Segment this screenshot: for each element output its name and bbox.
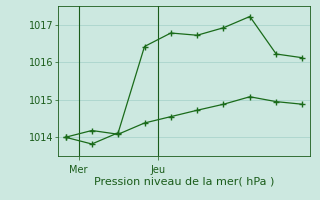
X-axis label: Pression niveau de la mer( hPa ): Pression niveau de la mer( hPa ) xyxy=(94,176,274,186)
